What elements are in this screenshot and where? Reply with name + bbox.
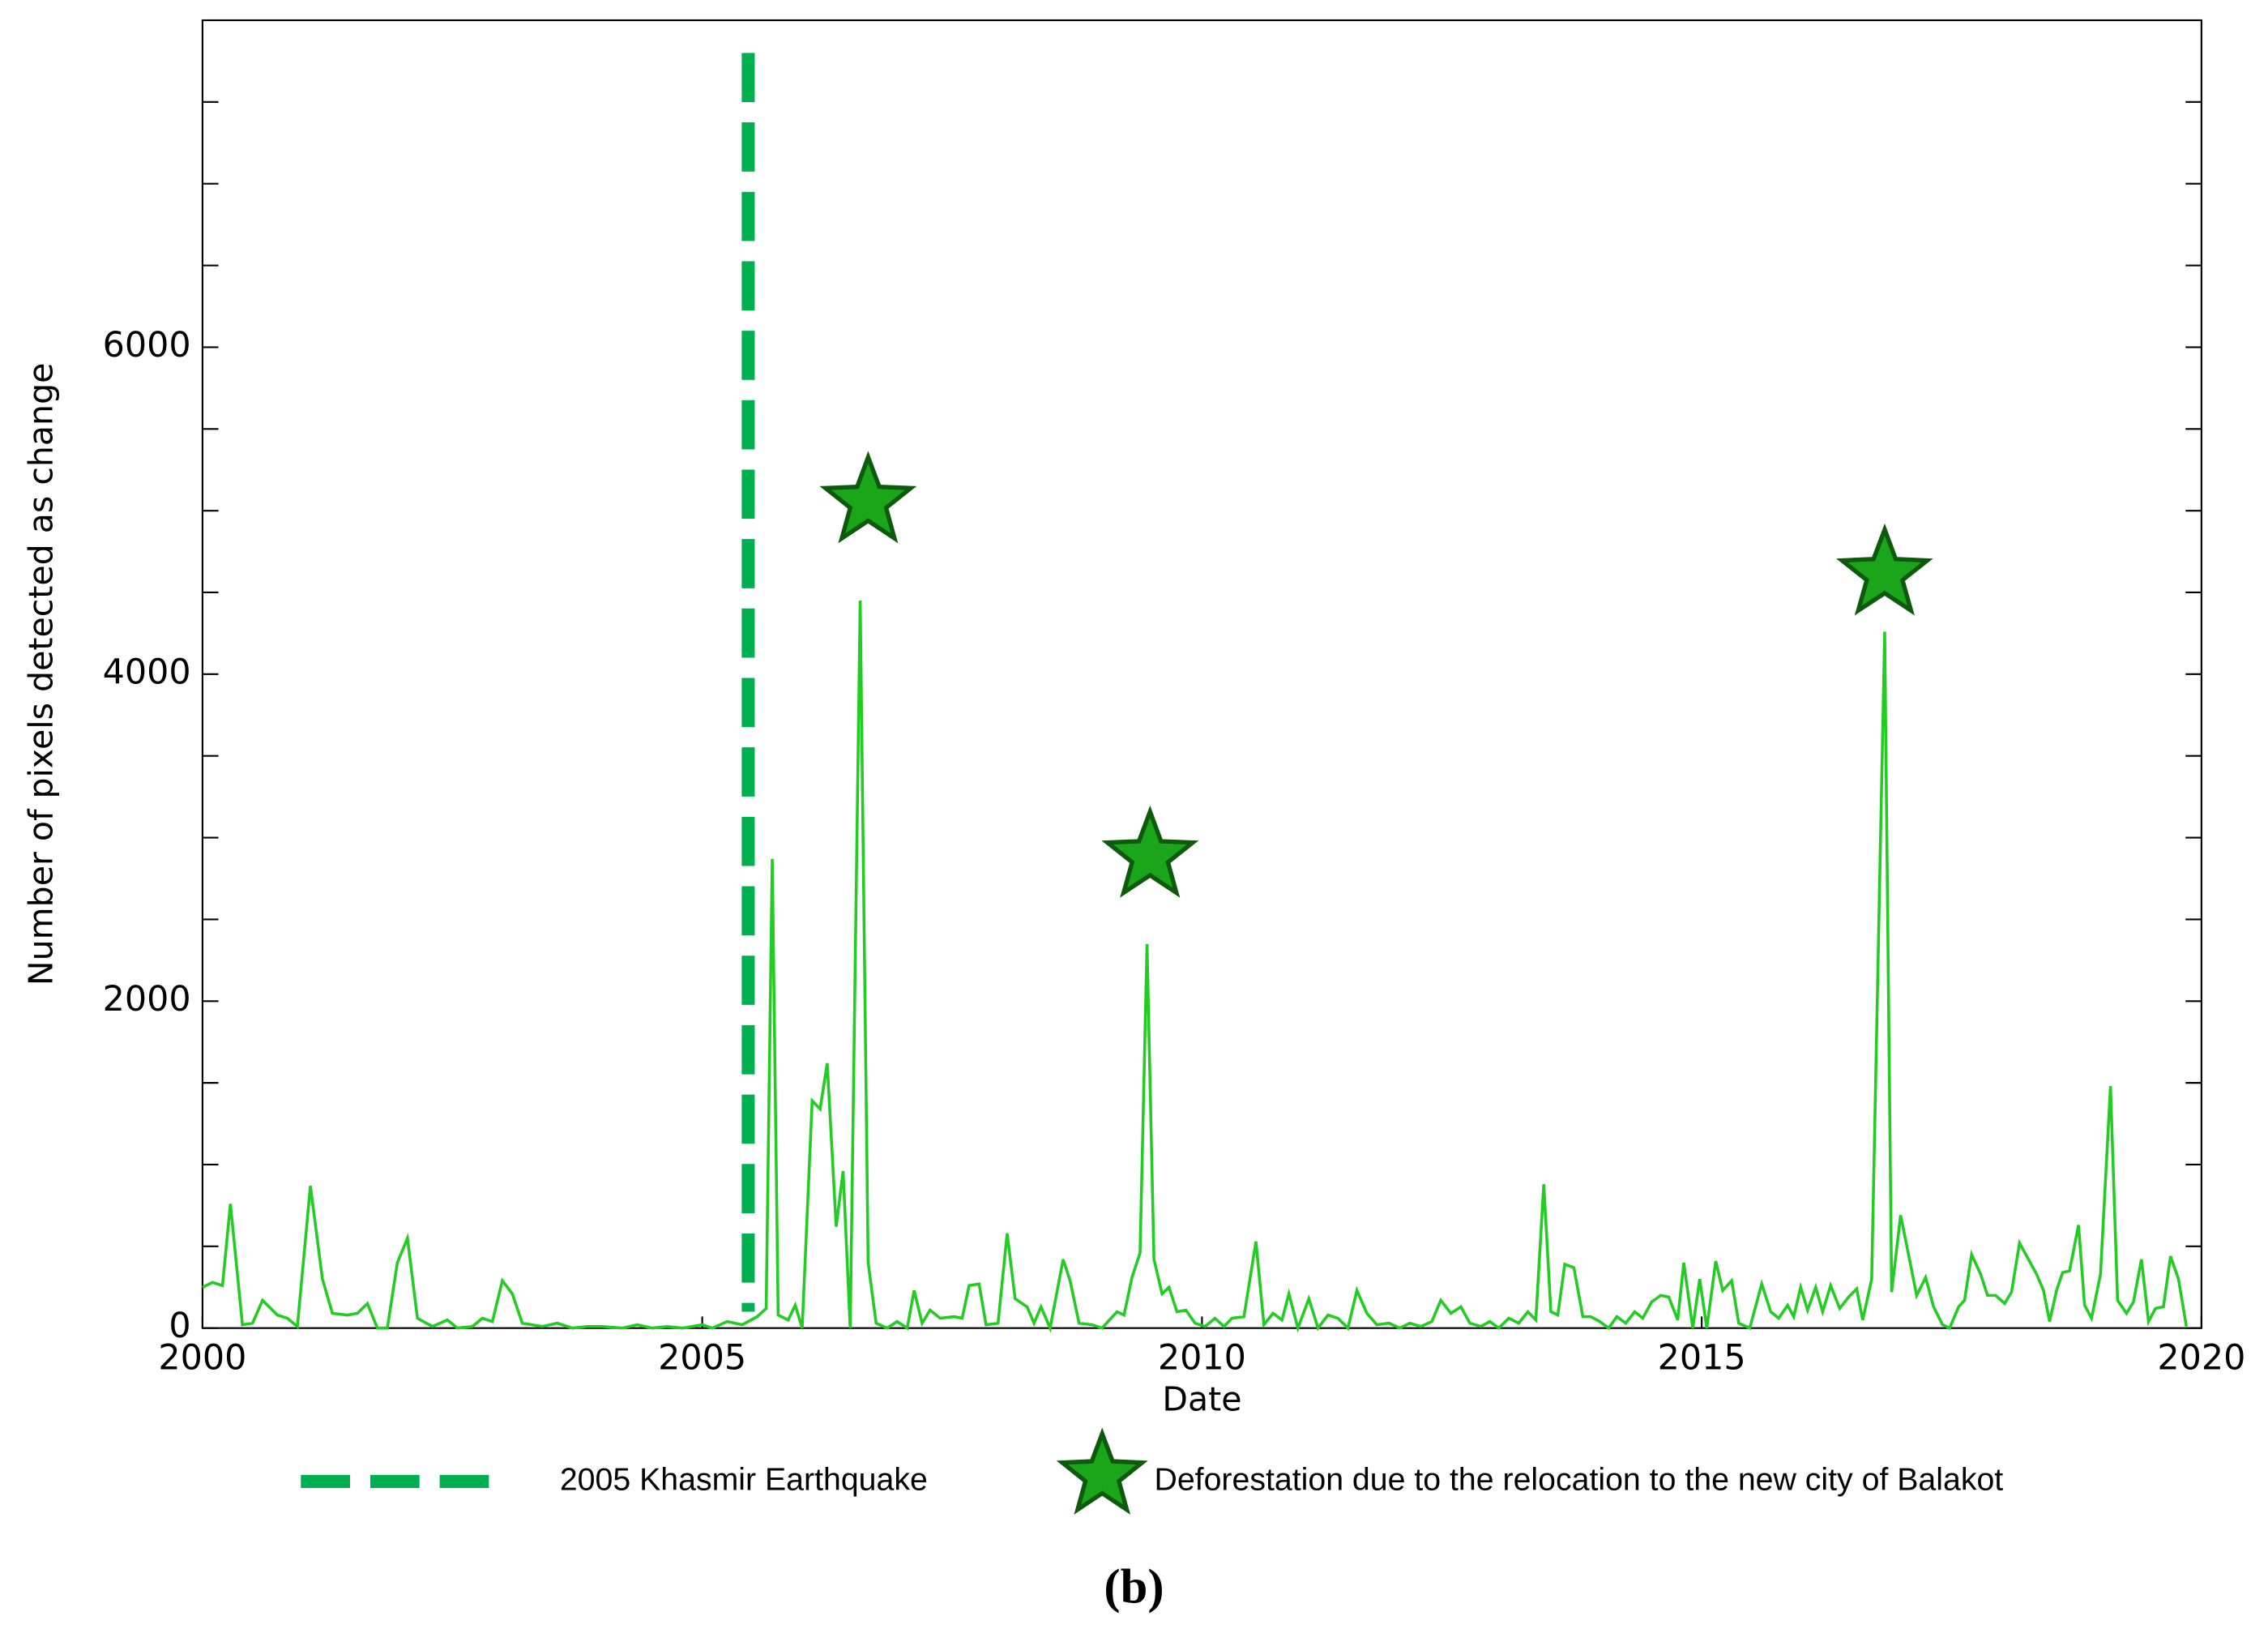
x-tick-label: 2015 [1658, 1337, 1746, 1378]
x-axis-label: Date [1162, 1380, 1241, 1419]
plot-frame [201, 19, 2202, 1329]
legend-label: Deforestation due to the relocation to t… [1154, 1461, 2003, 1497]
y-axis-label: Number of pixels detected as change [22, 363, 61, 986]
legend-label: 2005 Khasmir Earthquake [560, 1461, 928, 1497]
x-tick-label: 2020 [2157, 1337, 2245, 1378]
star-marker [819, 451, 917, 544]
data-line [202, 600, 2189, 1333]
x-tick-label: 2005 [658, 1337, 746, 1378]
y-tick-label: 2000 [103, 979, 191, 1020]
caption: (b) [1104, 1560, 1164, 1614]
star-marker [1836, 523, 1933, 616]
x-tick-label: 2010 [1158, 1337, 1246, 1378]
y-tick-label: 0 [169, 1306, 190, 1346]
legend-star [1056, 1427, 1148, 1515]
y-tick-label: 4000 [103, 652, 191, 692]
y-tick-label: 6000 [103, 325, 191, 366]
x-tick-label: 2000 [158, 1337, 246, 1378]
star-marker [1101, 805, 1199, 898]
